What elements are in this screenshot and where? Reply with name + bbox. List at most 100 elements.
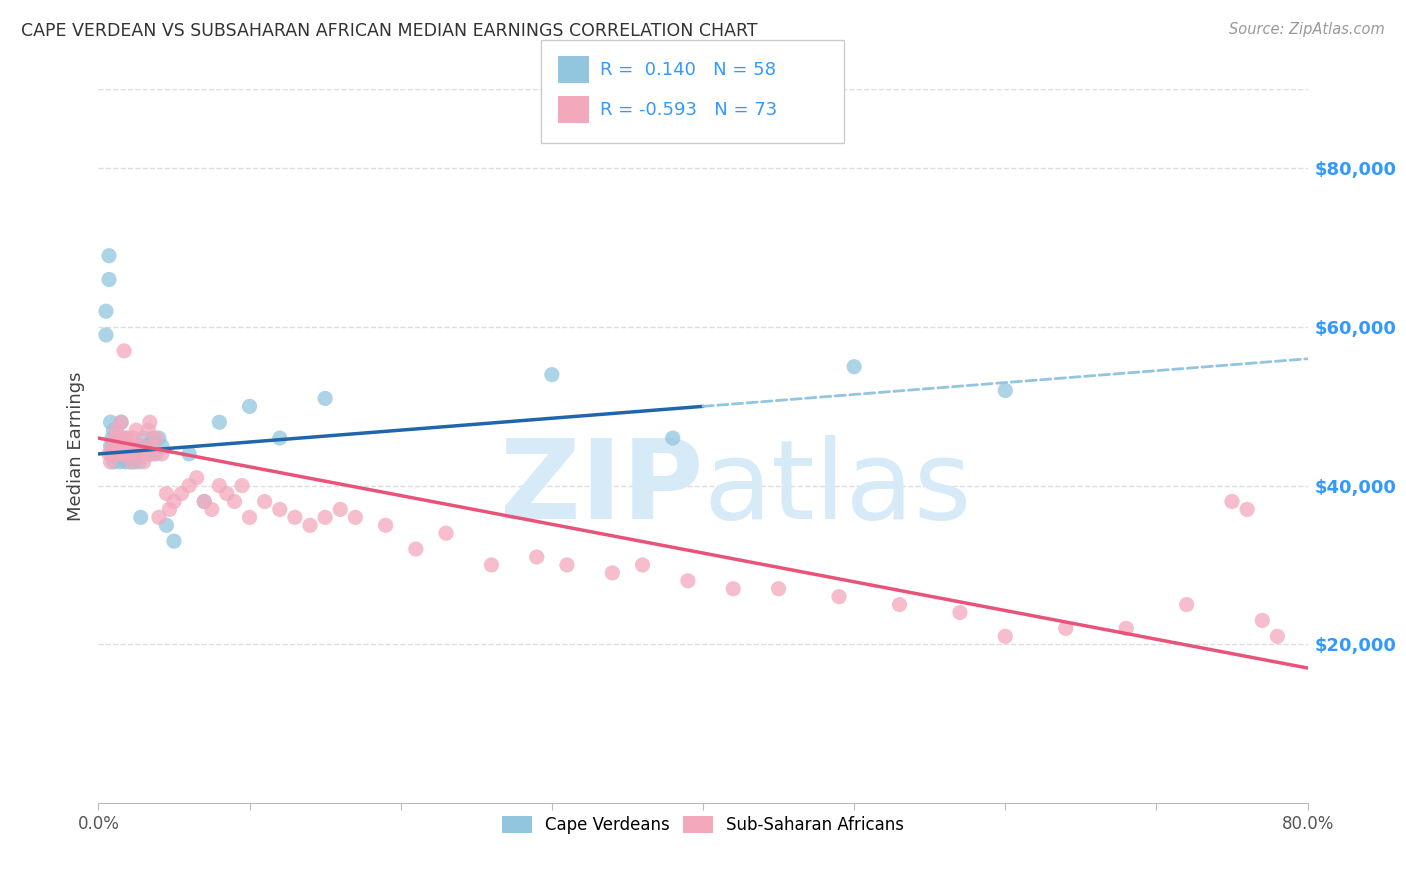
Point xyxy=(526,549,548,564)
Point xyxy=(193,494,215,508)
Point xyxy=(118,447,141,461)
Point xyxy=(103,447,125,461)
Point xyxy=(1220,494,1243,508)
Point xyxy=(163,534,186,549)
Point xyxy=(141,439,163,453)
Text: CAPE VERDEAN VS SUBSAHARAN AFRICAN MEDIAN EARNINGS CORRELATION CHART: CAPE VERDEAN VS SUBSAHARAN AFRICAN MEDIA… xyxy=(21,22,758,40)
Point xyxy=(150,439,173,453)
Point xyxy=(224,494,246,508)
Point xyxy=(269,431,291,445)
Point xyxy=(994,384,1017,398)
Point xyxy=(159,502,181,516)
Point xyxy=(110,447,132,461)
Point xyxy=(239,400,262,414)
Point xyxy=(344,510,367,524)
Text: atlas: atlas xyxy=(703,435,972,542)
Point xyxy=(94,328,117,343)
Point xyxy=(155,518,177,533)
Point xyxy=(602,566,624,580)
Point xyxy=(1251,614,1274,628)
Point xyxy=(314,392,336,406)
Point xyxy=(284,510,307,524)
Point xyxy=(101,439,124,453)
Y-axis label: Median Earnings: Median Earnings xyxy=(66,371,84,521)
Point xyxy=(1054,621,1077,635)
Point xyxy=(121,455,143,469)
Point xyxy=(112,447,135,461)
Point xyxy=(122,431,145,445)
Point xyxy=(208,415,231,429)
Point xyxy=(100,439,122,453)
Point xyxy=(208,478,231,492)
Point xyxy=(1236,502,1258,516)
Point xyxy=(105,439,128,453)
Point xyxy=(115,431,138,445)
Point xyxy=(163,494,186,508)
Point xyxy=(193,494,215,508)
Point xyxy=(129,510,152,524)
Point xyxy=(481,558,503,572)
Point xyxy=(661,431,683,445)
Legend: Cape Verdeans, Sub-Saharan Africans: Cape Verdeans, Sub-Saharan Africans xyxy=(495,809,911,841)
Point xyxy=(110,431,132,445)
Point xyxy=(139,447,162,461)
Point xyxy=(132,431,155,445)
Point xyxy=(253,494,276,508)
Point xyxy=(135,439,157,453)
Point xyxy=(125,447,148,461)
Point xyxy=(100,455,122,469)
Point xyxy=(631,558,654,572)
Point xyxy=(103,455,125,469)
Point xyxy=(889,598,911,612)
Point xyxy=(127,447,149,461)
Point xyxy=(434,526,457,541)
Point xyxy=(129,439,152,453)
Point xyxy=(108,455,131,469)
Point xyxy=(103,423,125,437)
Point xyxy=(828,590,851,604)
Point xyxy=(101,447,124,461)
Point xyxy=(844,359,866,374)
Point xyxy=(112,439,135,453)
Point xyxy=(114,455,136,469)
Point xyxy=(314,510,336,524)
Point xyxy=(114,431,136,445)
Point xyxy=(104,447,127,461)
Point xyxy=(299,518,322,533)
Point xyxy=(949,606,972,620)
Point xyxy=(1115,621,1137,635)
Point xyxy=(145,431,167,445)
Point xyxy=(120,455,142,469)
Point xyxy=(186,471,208,485)
Point xyxy=(94,304,117,318)
Point xyxy=(111,447,134,461)
Point xyxy=(107,431,129,445)
Point xyxy=(239,510,262,524)
Point xyxy=(170,486,193,500)
Point xyxy=(111,447,134,461)
Text: R = -0.593   N = 73: R = -0.593 N = 73 xyxy=(600,101,778,119)
Text: Source: ZipAtlas.com: Source: ZipAtlas.com xyxy=(1229,22,1385,37)
Point xyxy=(723,582,745,596)
Point xyxy=(98,447,121,461)
Point xyxy=(105,447,128,461)
Point xyxy=(114,447,136,461)
Point xyxy=(1267,629,1289,643)
Point xyxy=(148,431,170,445)
Point xyxy=(135,447,157,461)
Point xyxy=(108,447,131,461)
Point xyxy=(124,455,146,469)
Point xyxy=(107,439,129,453)
Point xyxy=(1175,598,1198,612)
Point xyxy=(139,415,162,429)
Point xyxy=(103,439,125,453)
Point xyxy=(100,415,122,429)
Point xyxy=(405,542,427,557)
Point xyxy=(179,478,201,492)
Point xyxy=(122,447,145,461)
Point xyxy=(676,574,699,588)
Point xyxy=(115,447,138,461)
Point xyxy=(118,439,141,453)
Point xyxy=(179,447,201,461)
Text: ZIP: ZIP xyxy=(499,435,703,542)
